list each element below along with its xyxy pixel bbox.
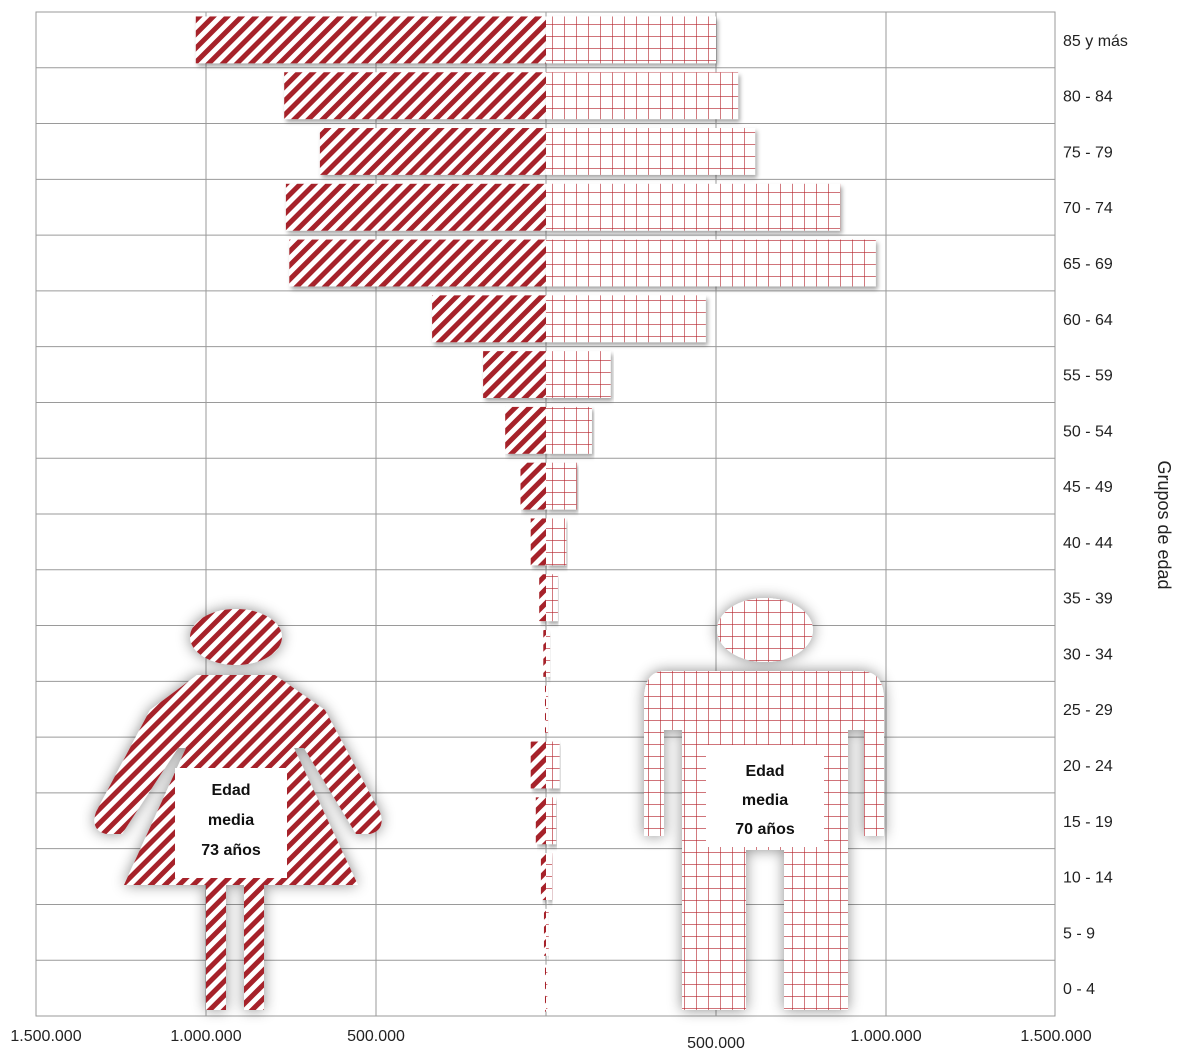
bar-women-1 — [284, 72, 546, 120]
age-group-label: 20 - 24 — [1063, 758, 1113, 775]
age-group-label: 40 - 44 — [1063, 535, 1113, 552]
bar-women-9 — [530, 518, 546, 566]
x-tick-labels: 1.500.000 1.000.000 500.000 500.000 1.000.00… — [10, 1028, 1091, 1052]
bar-men-7 — [546, 406, 592, 454]
bars — [195, 16, 876, 1012]
bar-women-8 — [520, 462, 546, 510]
women-average-age-box: Edad media 73 años — [175, 768, 287, 878]
men-average-age-line-2: media — [742, 792, 788, 809]
bar-men-9 — [546, 518, 567, 566]
bar-women-13 — [530, 741, 546, 789]
bar-men-11 — [546, 630, 551, 677]
bar-women-5 — [432, 295, 546, 343]
age-group-label: 45 - 49 — [1063, 479, 1113, 496]
bar-men-0 — [546, 16, 716, 64]
bar-women-14 — [535, 797, 546, 845]
bar-men-2 — [546, 128, 756, 175]
bar-women-3 — [285, 183, 546, 231]
age-group-label: 30 - 34 — [1063, 646, 1113, 663]
x-tick-label: 500.000 — [347, 1028, 405, 1045]
age-group-label: 55 - 59 — [1063, 368, 1113, 385]
bar-women-2 — [319, 128, 546, 175]
category-labels: 85 y más 80 - 84 75 - 79 70 - 74 65 - 69 60 -… — [1063, 33, 1128, 998]
bar-women-12 — [544, 685, 546, 733]
age-group-label: 25 - 29 — [1063, 702, 1113, 719]
age-group-label: 75 - 79 — [1063, 144, 1113, 161]
age-group-label: 60 - 64 — [1063, 312, 1113, 329]
bar-women-11 — [543, 630, 546, 677]
bar-men-6 — [546, 351, 611, 398]
bar-men-12 — [546, 685, 549, 733]
age-group-label: 65 - 69 — [1063, 256, 1113, 273]
bar-men-15 — [546, 853, 553, 900]
bar-men-14 — [546, 797, 557, 845]
men-average-age-line-3: 70 años — [735, 821, 795, 838]
women-average-age-line-3: 73 años — [201, 842, 261, 859]
women-average-age-line-2: media — [208, 812, 254, 829]
age-group-label: 70 - 74 — [1063, 200, 1113, 217]
bar-men-8 — [546, 462, 577, 510]
bar-women-10 — [539, 574, 546, 622]
bar-women-7 — [505, 406, 546, 454]
bar-men-1 — [546, 72, 739, 120]
x-tick-label: 1.500.000 — [10, 1028, 81, 1045]
bar-men-4 — [546, 239, 876, 287]
age-group-label: 80 - 84 — [1063, 89, 1113, 106]
men-average-age-line-1: Edad — [745, 763, 784, 780]
age-group-label: 10 - 14 — [1063, 870, 1113, 887]
age-group-label: 15 - 19 — [1063, 814, 1113, 831]
bar-women-15 — [540, 853, 546, 900]
age-group-label: 5 - 9 — [1063, 925, 1095, 942]
age-group-label: 0 - 4 — [1063, 981, 1095, 998]
x-tick-label: 1.000.000 — [850, 1028, 921, 1045]
x-tick-label: 1.500.000 — [1020, 1028, 1091, 1045]
bar-women-6 — [483, 351, 546, 398]
x-tick-label: 1.000.000 — [170, 1028, 241, 1045]
bar-men-17 — [546, 964, 548, 1012]
bar-men-16 — [546, 908, 549, 956]
age-group-label: 50 - 54 — [1063, 423, 1113, 440]
x-tick-label: 500.000 — [687, 1035, 745, 1052]
bar-men-13 — [546, 741, 560, 789]
bar-women-16 — [543, 908, 546, 956]
bar-men-10 — [546, 574, 558, 622]
women-average-age-line-1: Edad — [211, 782, 250, 799]
bar-women-17 — [544, 964, 546, 1012]
bar-women-0 — [195, 16, 547, 64]
men-average-age-box: Edad media 70 años — [706, 745, 824, 847]
y-axis-title: Grupos de edad — [1154, 460, 1174, 589]
bar-men-3 — [546, 183, 841, 231]
bar-men-5 — [546, 295, 706, 343]
age-group-label: 35 - 39 — [1063, 591, 1113, 608]
age-group-label: 85 y más — [1063, 33, 1128, 50]
bar-women-4 — [289, 239, 546, 287]
